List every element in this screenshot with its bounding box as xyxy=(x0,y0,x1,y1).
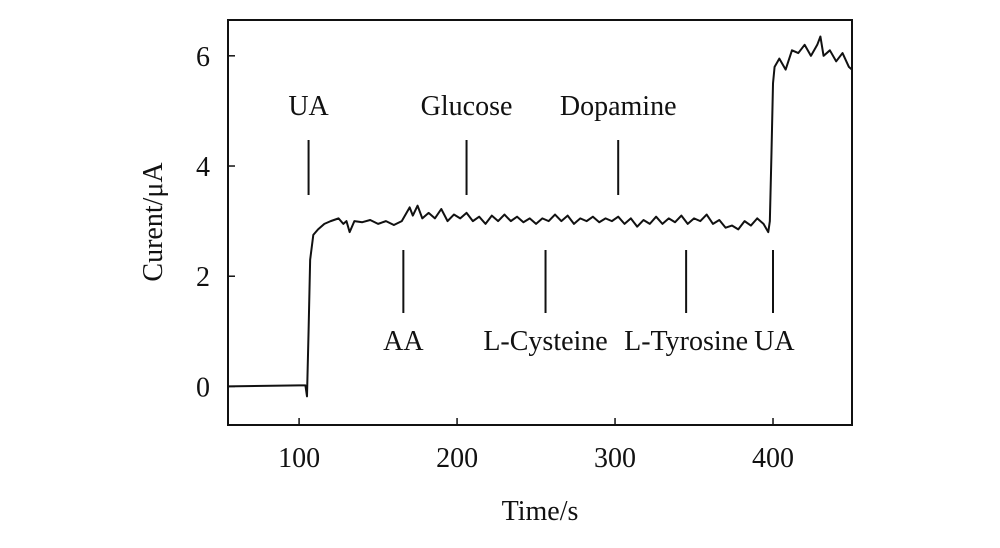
annotation-label: UA xyxy=(754,326,795,357)
x-tick-label: 100 xyxy=(278,443,320,474)
annotation-label: Glucose xyxy=(421,91,513,122)
x-tick-label: 200 xyxy=(436,443,478,474)
x-tick-label: 300 xyxy=(594,443,636,474)
annotation-label: UA xyxy=(288,91,329,122)
data-line xyxy=(227,35,853,398)
x-tick-label: 400 xyxy=(752,443,794,474)
x-axis-label: Time/s xyxy=(502,496,579,527)
y-tick-label: 4 xyxy=(196,152,210,183)
annotation-label: L-Cysteine xyxy=(483,326,607,357)
y-tick-label: 2 xyxy=(196,262,210,293)
y-tick-label: 6 xyxy=(196,42,210,73)
annotation-label: L-Tyrosine xyxy=(624,326,748,357)
annotation-label: AA xyxy=(383,326,424,357)
annotation-label: Dopamine xyxy=(560,91,677,122)
y-tick-label: 0 xyxy=(196,372,210,403)
plot-frame xyxy=(227,19,853,426)
y-axis-label: Curent/μA xyxy=(138,162,169,282)
